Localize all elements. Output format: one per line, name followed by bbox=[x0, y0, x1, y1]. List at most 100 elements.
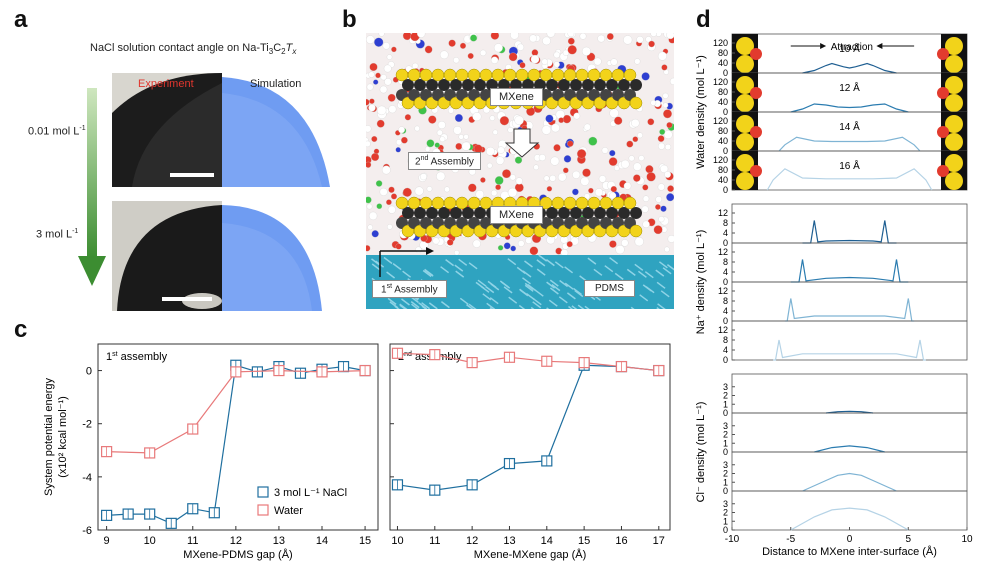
mxene-top-mid-atom bbox=[618, 79, 630, 91]
pdms-chain bbox=[548, 299, 558, 307]
pdms-chain bbox=[518, 304, 526, 309]
mxene-top-mid-atom bbox=[558, 79, 570, 91]
solvent-atom bbox=[538, 154, 546, 162]
solvent-atom bbox=[366, 83, 374, 91]
attraction-head-right bbox=[876, 43, 883, 49]
solvent-atom bbox=[463, 134, 469, 140]
solvent-atom bbox=[517, 240, 525, 247]
density-curve bbox=[802, 220, 897, 244]
slab-atom bbox=[945, 76, 963, 94]
mxene-bottom-top-atom bbox=[611, 196, 625, 210]
solvent-atom bbox=[543, 175, 550, 182]
mxene-top-top-atom bbox=[395, 68, 409, 82]
solvent-atom bbox=[666, 33, 674, 40]
y-tick-label: 2 bbox=[723, 508, 728, 518]
title-num: 1 bbox=[106, 351, 112, 363]
solvent-atom bbox=[395, 243, 402, 250]
solvent-atom bbox=[387, 224, 393, 230]
series-line bbox=[397, 352, 659, 372]
solvent-atom bbox=[664, 143, 672, 151]
density-curve bbox=[802, 472, 897, 492]
mxene-top-top-atom bbox=[467, 68, 481, 82]
solvent-atom bbox=[658, 216, 665, 223]
solvent-atom bbox=[375, 180, 383, 187]
pdms-chain bbox=[402, 270, 412, 278]
mxene-bottom-top-atom bbox=[467, 196, 481, 210]
density-curve bbox=[790, 259, 909, 283]
mxene-top-mid-atom bbox=[426, 79, 438, 91]
solvent-atom bbox=[494, 176, 504, 185]
y-tick-label: 3 bbox=[723, 421, 728, 431]
y-tick-label: 0 bbox=[723, 447, 728, 457]
solvent-atom bbox=[645, 36, 652, 43]
y-axis-label: Na⁺ density (mol L⁻¹) bbox=[695, 230, 707, 335]
mxene-bottom-top-atom bbox=[431, 196, 445, 210]
subplot-frame bbox=[731, 451, 968, 492]
slab-atom bbox=[736, 55, 754, 73]
mxene-top-mid-atom bbox=[582, 79, 594, 91]
pdms-chain bbox=[626, 268, 636, 276]
solvent-atom bbox=[376, 119, 385, 128]
series-line bbox=[397, 364, 659, 491]
density-curve bbox=[790, 507, 909, 531]
solvent-atom bbox=[633, 162, 642, 171]
solvent-atom bbox=[525, 237, 533, 244]
solvent-atom bbox=[597, 34, 605, 43]
x-tick-label: 15 bbox=[578, 535, 590, 547]
y-tick-label: 120 bbox=[713, 77, 728, 87]
y-tick-label: 120 bbox=[713, 155, 728, 165]
mxene-bottom-top-atom bbox=[563, 196, 577, 210]
mxene-top-mid-atom bbox=[402, 79, 414, 91]
pdms-chain bbox=[587, 257, 597, 265]
plot-frame bbox=[389, 343, 671, 531]
solvent-atom bbox=[395, 147, 401, 153]
pdms-chain bbox=[519, 289, 529, 297]
solvent-atom bbox=[426, 139, 435, 148]
solvent-atom bbox=[623, 35, 633, 45]
legend-label-water: Water bbox=[274, 505, 303, 517]
solvent-atom bbox=[657, 51, 667, 61]
x-tick-label: 12 bbox=[230, 535, 242, 547]
solvent-atom bbox=[479, 49, 487, 57]
solvent-atom bbox=[614, 116, 623, 125]
pdms-chain bbox=[566, 292, 576, 300]
pdms-chain bbox=[584, 305, 590, 309]
mxene-top-top-atom bbox=[563, 68, 577, 82]
y-tick-label: 2 bbox=[723, 469, 728, 479]
solvent-atom bbox=[664, 246, 670, 253]
y-tick-label: 4 bbox=[723, 228, 728, 238]
solvent-atom bbox=[424, 45, 433, 54]
solvent-atom bbox=[626, 140, 634, 148]
solvent-atom bbox=[642, 195, 650, 202]
md-snapshot bbox=[366, 33, 674, 309]
pdms-chain bbox=[666, 264, 674, 271]
pdms-chain bbox=[455, 270, 465, 278]
solvent-atom bbox=[366, 140, 371, 148]
slab-atom bbox=[945, 133, 963, 151]
y-tick-label: 40 bbox=[718, 97, 728, 107]
solvent-atom bbox=[658, 142, 665, 150]
pdms-chain bbox=[482, 293, 492, 301]
pdms-chain bbox=[477, 279, 487, 287]
mxene-top-top-atom bbox=[539, 68, 553, 82]
y-tick-label: 8 bbox=[723, 257, 728, 267]
pdms-chain bbox=[573, 287, 582, 296]
pdms-chain bbox=[658, 261, 668, 269]
solvent-atom bbox=[404, 114, 412, 121]
solvent-atom bbox=[475, 190, 485, 199]
y-tick-label: 8 bbox=[723, 296, 728, 306]
y-tick-label: 0 bbox=[723, 68, 728, 78]
mxene-bottom-mid-atom bbox=[594, 207, 606, 219]
solvent-atom bbox=[379, 187, 388, 196]
mxene-top-top-atom bbox=[443, 68, 457, 82]
mxene-bottom-top-atom bbox=[551, 196, 565, 210]
slab-atom-o bbox=[750, 87, 762, 99]
solvent-atom bbox=[467, 52, 474, 60]
y-tick-label: 80 bbox=[718, 48, 728, 58]
x-tick-label: 5 bbox=[905, 534, 911, 545]
mxene-top-mid-atom bbox=[594, 79, 606, 91]
solvent-atom bbox=[490, 33, 500, 40]
pdms-chain bbox=[386, 271, 396, 279]
solvent-atom bbox=[566, 241, 573, 248]
solvent-atom bbox=[588, 136, 598, 146]
